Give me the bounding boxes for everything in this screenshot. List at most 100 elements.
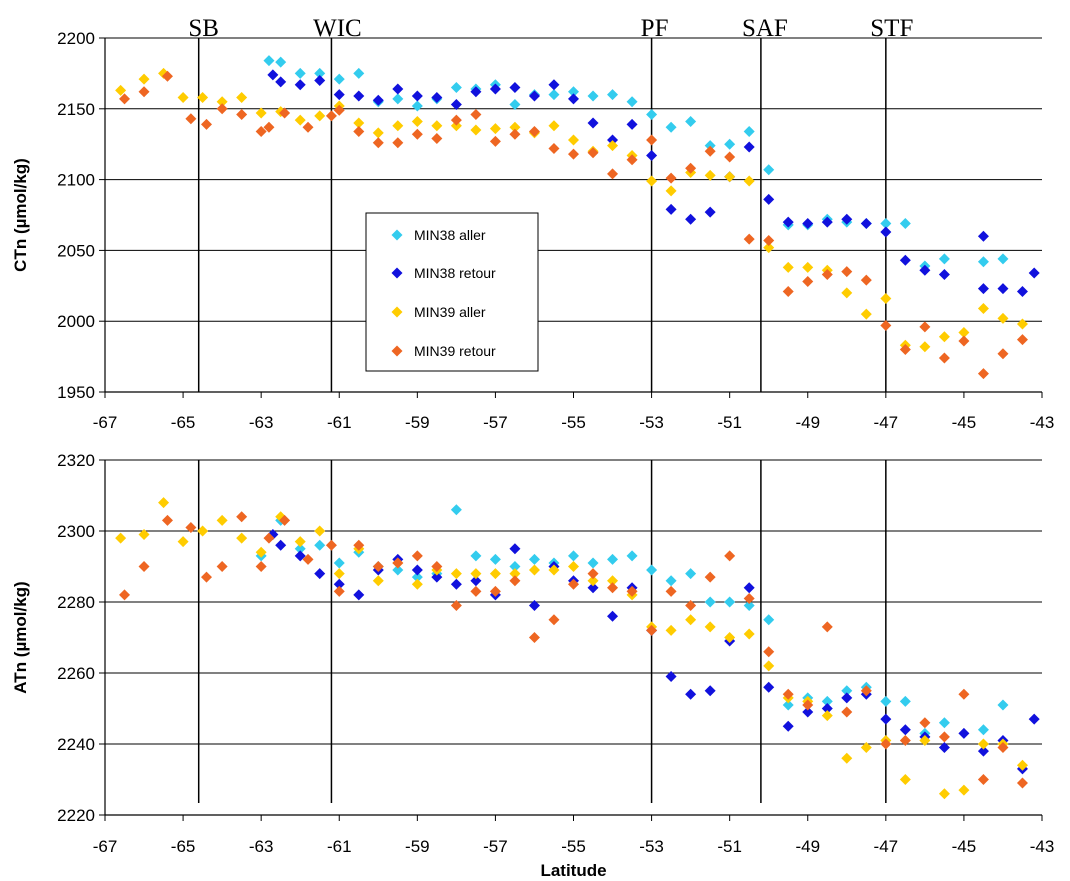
data-point [177,536,189,548]
data-point [470,124,482,136]
y-tick-label: 2320 [57,451,95,470]
data-point [431,91,443,103]
data-point [665,203,677,215]
x-tick-label: -49 [795,413,820,432]
data-point [201,571,213,583]
data-point [275,539,287,551]
front-label-saf: SAF [742,15,788,42]
data-point [646,150,658,162]
data-point [626,118,638,130]
data-point [899,217,911,229]
data-point [489,568,501,580]
data-point [821,621,833,633]
data-point [372,94,384,106]
data-point [275,56,287,68]
data-point [470,108,482,120]
data-point [665,671,677,683]
data-point [548,142,560,154]
data-point [938,731,950,743]
data-point [509,82,521,94]
data-point [782,720,794,732]
data-point [880,695,892,707]
legend-label: MIN38 aller [414,227,486,243]
data-point [1016,318,1028,330]
data-point [958,327,970,339]
data-point [587,147,599,159]
data-point [665,624,677,636]
data-point [938,788,950,800]
data-point [587,90,599,102]
data-point [607,575,619,587]
x-tick-label: -67 [93,837,118,856]
data-point [1016,777,1028,789]
x-tick-label: -59 [405,413,430,432]
data-point [509,568,521,580]
y-tick-label: 2260 [57,664,95,683]
data-point [685,116,697,128]
y-axis-title: ATn (µmol/kg) [11,581,30,693]
data-point [568,561,579,572]
data-point [161,514,173,526]
data-point [255,107,267,119]
data-point [782,285,794,297]
data-point [548,89,560,101]
x-tick-label: -47 [874,413,899,432]
y-tick-label: 2240 [57,735,95,754]
data-point [899,734,911,746]
data-point [333,89,345,101]
data-point [568,93,579,105]
data-point [353,125,365,137]
data-point [314,568,326,580]
data-point [704,169,716,181]
data-point [411,571,423,583]
data-point [821,268,833,280]
data-point [743,175,755,187]
data-point [489,83,501,95]
data-point [450,504,462,516]
data-point [977,745,989,757]
data-point [548,564,560,576]
y-tick-label: 2200 [57,29,95,48]
data-point [372,137,384,149]
data-point [372,561,384,572]
data-point [899,724,911,736]
data-point [185,113,197,125]
data-point [587,117,599,129]
data-point [197,525,209,537]
data-point [938,331,950,343]
data-point [607,134,619,146]
x-tick-label: -55 [561,837,586,856]
data-point [528,553,540,565]
data-point [216,514,228,526]
data-point [489,585,501,597]
data-point [314,539,326,551]
data-point [743,141,755,153]
data-point [860,308,872,320]
data-point [821,710,833,722]
data-point [626,550,638,562]
data-point [997,742,1009,754]
data-point [704,621,716,633]
data-point [685,688,697,700]
data-point [509,99,521,111]
data-point [841,692,853,704]
data-point [685,162,697,174]
data-point [411,90,423,102]
data-point [528,632,540,643]
data-point [899,774,911,785]
data-point [782,699,794,711]
data-point [333,104,345,116]
data-point [450,600,462,612]
x-tick-label: -57 [483,413,508,432]
x-tick-label: -63 [249,413,274,432]
data-point [841,266,853,278]
data-point [802,217,814,229]
data-point [587,582,599,594]
data-point [685,213,697,225]
data-point [353,117,365,129]
data-point [568,134,579,146]
data-point [665,575,677,587]
data-point [392,557,404,569]
data-point [607,553,619,565]
y-tick-label: 2300 [57,522,95,541]
